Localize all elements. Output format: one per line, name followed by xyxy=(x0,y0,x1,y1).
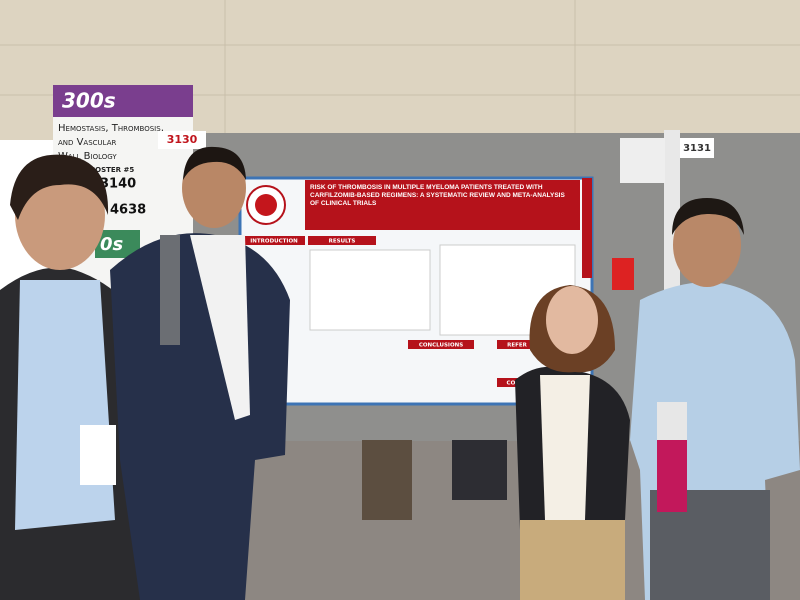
sign-poster: POSTER #5 xyxy=(90,166,134,174)
sign-code: 3140 xyxy=(100,177,136,192)
sign-line: Hemostasis, Thrombosis, xyxy=(58,123,164,134)
person-face xyxy=(182,148,246,228)
sign-partial: 0s xyxy=(100,234,124,255)
person-pants xyxy=(520,520,625,600)
board-number: 3131 xyxy=(683,143,711,154)
section-title: INTRODUCTION xyxy=(250,239,298,245)
board-number: 3130 xyxy=(167,133,198,146)
section-header xyxy=(243,236,305,245)
section-header xyxy=(408,340,474,349)
person-backpack-strap xyxy=(160,235,180,345)
board-number-card xyxy=(158,131,206,149)
sign-line: Wall Biology xyxy=(58,151,117,162)
person-shirt xyxy=(15,280,115,530)
flow-diagram xyxy=(309,249,431,331)
person-badge-ribbons xyxy=(657,440,687,512)
person-shirt xyxy=(190,235,250,420)
section-header xyxy=(497,340,537,349)
section-title: RESULTS xyxy=(329,239,356,245)
poster-side-bar xyxy=(582,178,592,278)
poster-title-bar xyxy=(305,180,580,230)
section-title: REFER xyxy=(507,343,528,349)
poster-title-box: RISK OF THROMBOSIS IN MULTIPLE MYELOMA P… xyxy=(310,184,565,208)
person-hair xyxy=(183,146,246,180)
person-badge xyxy=(80,425,116,485)
person-face xyxy=(546,286,598,354)
notice-sheet xyxy=(620,138,665,183)
person-legs xyxy=(452,440,507,500)
person-face xyxy=(673,203,741,287)
board-number-card xyxy=(680,138,714,158)
sign-code: 4638 xyxy=(110,203,146,218)
sign-number: 300s xyxy=(62,89,116,113)
sign-line: and Vascular xyxy=(58,137,117,148)
person-legs xyxy=(362,440,412,520)
notice-sticker xyxy=(612,258,634,290)
section-title: CONCLUSIONS xyxy=(419,343,463,349)
poster-title: RISK OF THROMBOSIS IN MULTIPLE MYELOMA P… xyxy=(310,184,565,208)
person-hair xyxy=(10,154,109,220)
person-blouse xyxy=(540,375,590,520)
person-hair xyxy=(672,198,744,235)
poster-logo-mark xyxy=(255,194,277,216)
section-header xyxy=(308,236,376,245)
sign-header xyxy=(53,85,193,117)
